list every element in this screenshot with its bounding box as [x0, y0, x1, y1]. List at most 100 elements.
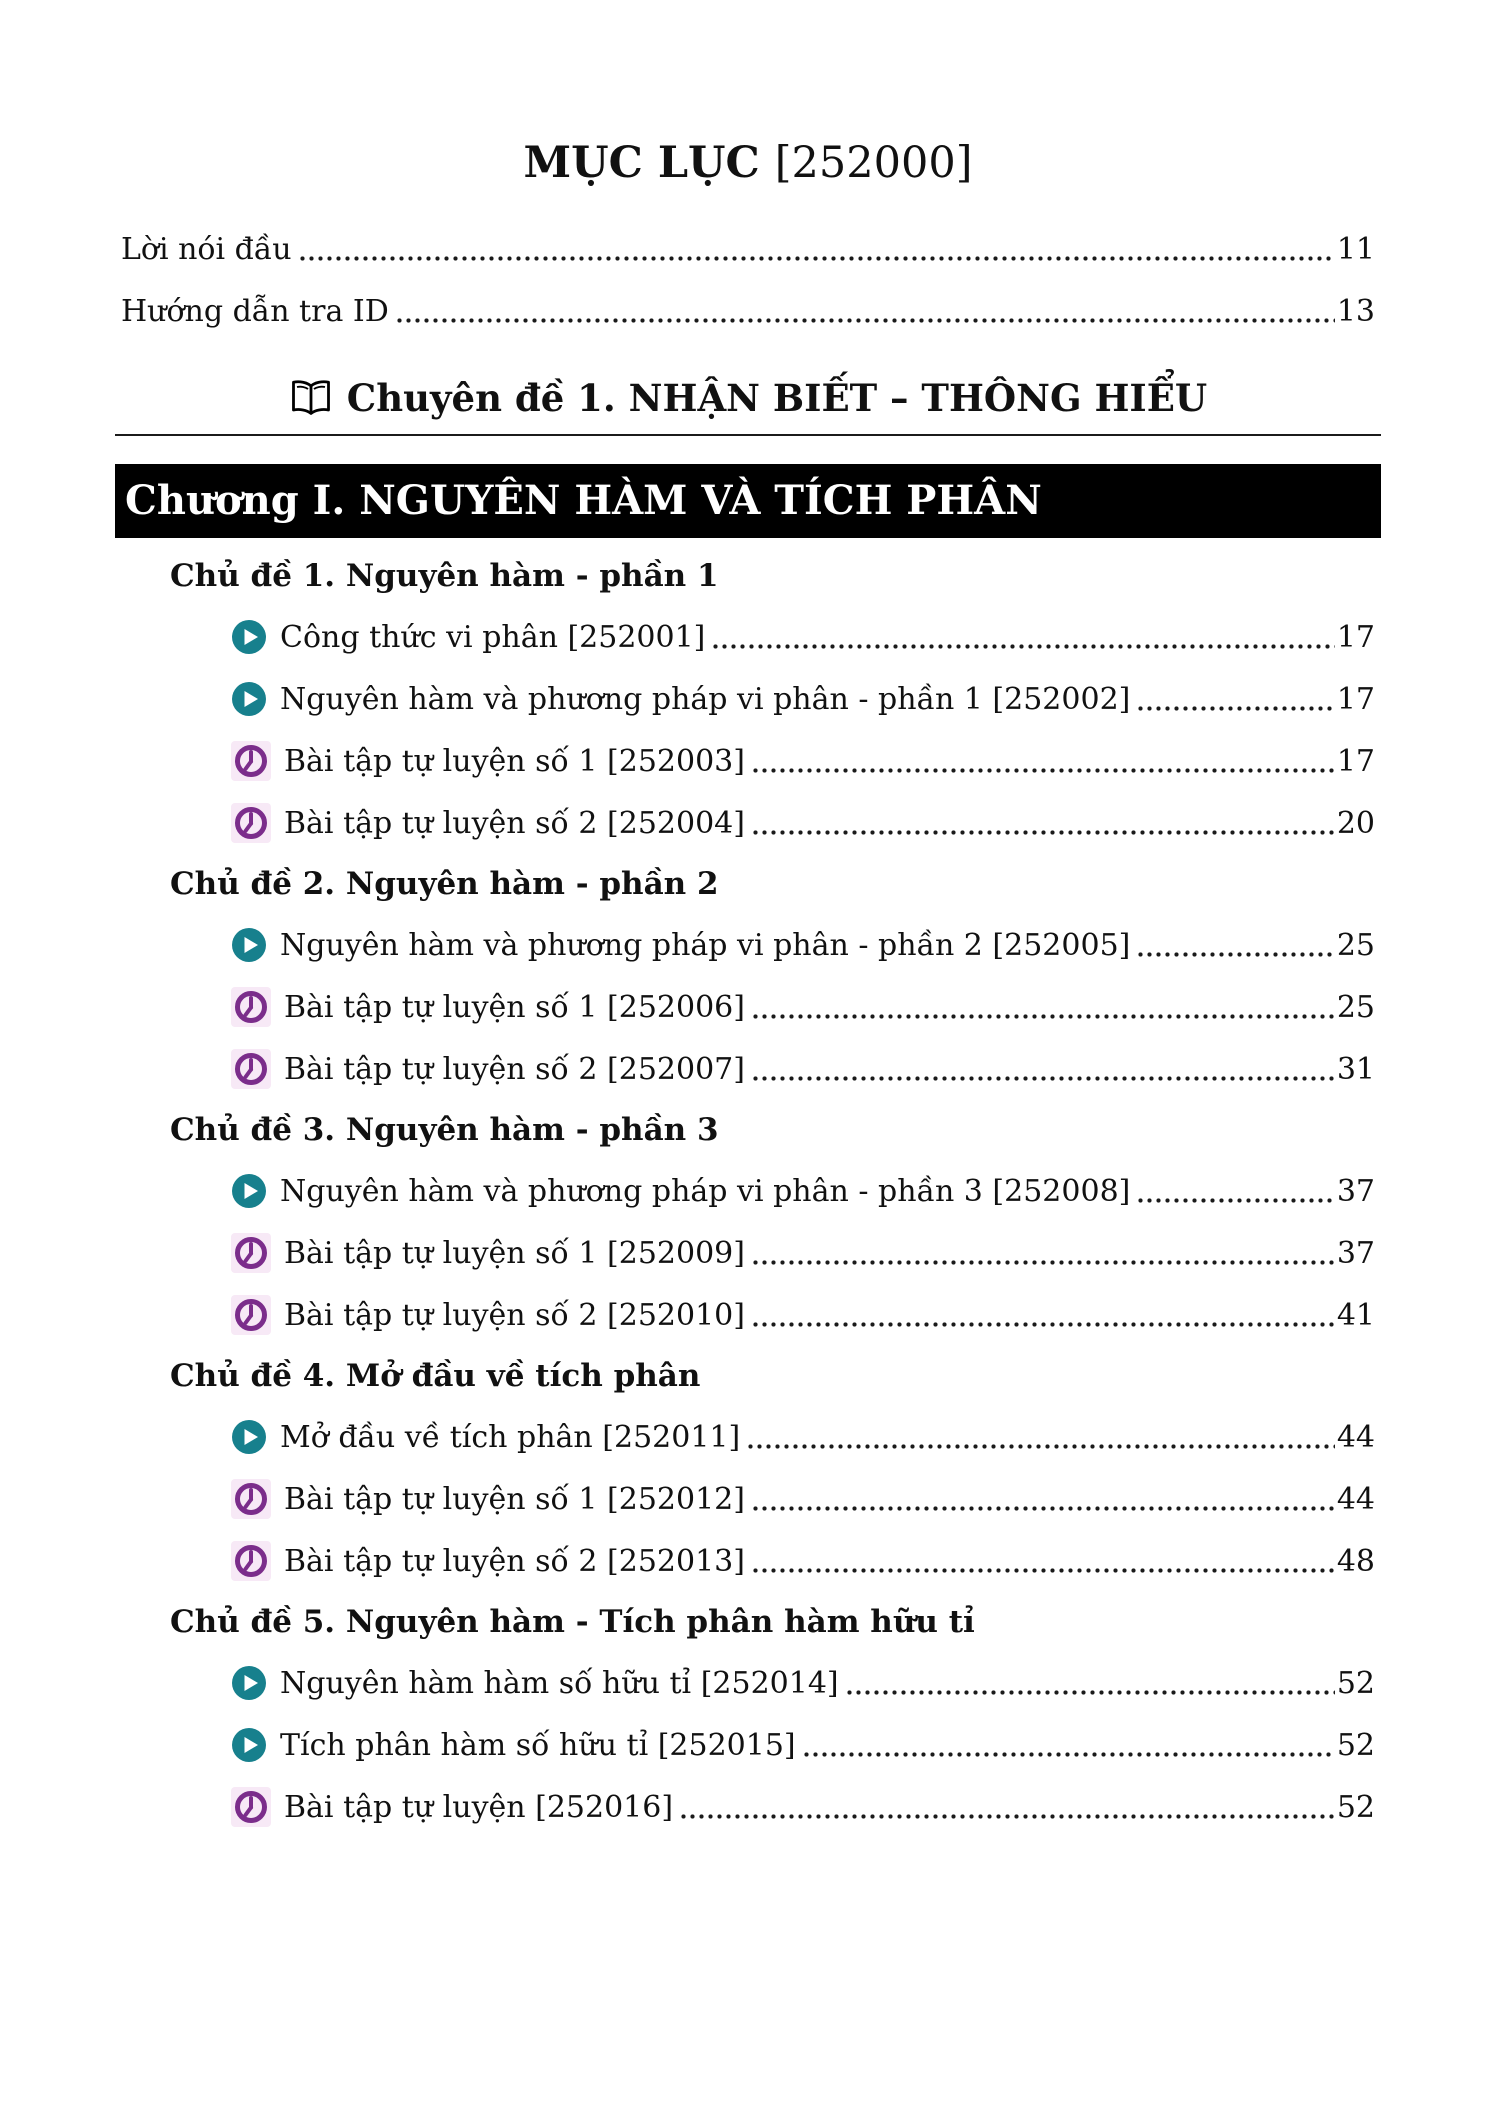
toc-item-label: Công thức vi phân [252001] [280, 619, 706, 655]
play-icon [231, 619, 267, 655]
toc-item-label: Tích phân hàm số hữu tỉ [252015] [280, 1727, 796, 1763]
toc-item-label: Nguyên hàm và phương pháp vi phân - phần… [280, 681, 1131, 717]
toc-item-label: Bài tập tự luyện số 1 [252009] [284, 1235, 745, 1271]
toc-item[interactable]: Bài tập tự luyện [252016] 52 [231, 1786, 1375, 1828]
page-number: 17 [1336, 681, 1375, 717]
toc-item[interactable]: Nguyên hàm và phương pháp vi phân - phần… [231, 1170, 1375, 1212]
clock-icon [231, 741, 271, 781]
clock-icon [231, 803, 271, 843]
dotted-leader [752, 1568, 1335, 1573]
dotted-leader [752, 830, 1335, 835]
page-number: 25 [1336, 989, 1375, 1025]
toc-item[interactable]: Nguyên hàm và phương pháp vi phân - phần… [231, 678, 1375, 720]
dotted-leader [752, 1506, 1335, 1511]
page-number: 20 [1336, 805, 1375, 841]
toc-item-label: Nguyên hàm hàm số hữu tỉ [252014] [280, 1665, 839, 1701]
page-number: 37 [1336, 1235, 1375, 1271]
topics: Chủ đề 1. Nguyên hàm - phần 1 Công thức v… [121, 556, 1375, 1828]
dotted-leader [1138, 952, 1335, 957]
toc-item-label: Bài tập tự luyện [252016] [284, 1789, 674, 1825]
page-number: 44 [1336, 1419, 1375, 1455]
toc-item-label: Mở đầu về tích phân [252011] [280, 1419, 741, 1455]
dotted-leader [752, 1014, 1335, 1019]
play-icon [231, 1173, 267, 1209]
toc-entry-label: Lời nói đầu [121, 231, 292, 267]
toc-item[interactable]: Nguyên hàm hàm số hữu tỉ [252014] 52 [231, 1662, 1375, 1704]
toc-item[interactable]: Nguyên hàm và phương pháp vi phân - phần… [231, 924, 1375, 966]
play-icon [231, 1727, 267, 1763]
toc-item-label: Bài tập tự luyện số 1 [252003] [284, 743, 745, 779]
topic-title: Chủ đề 5. Nguyên hàm - Tích phân hàm hữu… [170, 1604, 975, 1640]
page-number: 41 [1336, 1297, 1375, 1333]
dotted-leader [752, 768, 1335, 773]
topic-title: Chủ đề 1. Nguyên hàm - phần 1 [170, 558, 719, 594]
toc-item[interactable]: Bài tập tự luyện số 2 [252013] 48 [231, 1540, 1375, 1582]
clock-icon [231, 987, 271, 1027]
dotted-leader [681, 1814, 1335, 1819]
page-number: 52 [1336, 1665, 1375, 1701]
toc-item[interactable]: Bài tập tự luyện số 1 [252006] 25 [231, 986, 1375, 1028]
toc-entry-preface[interactable]: Lời nói đầu 11 [121, 228, 1375, 270]
dotted-leader [748, 1444, 1335, 1449]
dotted-leader [752, 1322, 1335, 1327]
toc-item-label: Nguyên hàm và phương pháp vi phân - phần… [280, 927, 1131, 963]
dotted-leader [752, 1260, 1335, 1265]
section-divider [115, 434, 1381, 436]
page-number: 37 [1336, 1173, 1375, 1209]
play-icon [231, 1665, 267, 1701]
toc-entry-label: Hướng dẫn tra ID [121, 293, 389, 329]
clock-icon [231, 1233, 271, 1273]
dotted-leader [299, 256, 1335, 261]
dotted-leader [803, 1752, 1335, 1757]
page-title: MỤC LỤC [252000] [121, 138, 1375, 188]
play-icon [231, 1419, 267, 1455]
dotted-leader [396, 318, 1335, 323]
toc-item[interactable]: Bài tập tự luyện số 2 [252010] 41 [231, 1294, 1375, 1336]
play-icon [231, 927, 267, 963]
toc-item-label: Bài tập tự luyện số 2 [252004] [284, 805, 745, 841]
toc-item-label: Bài tập tự luyện số 2 [252007] [284, 1051, 745, 1087]
topic-title: Chủ đề 3. Nguyên hàm - phần 3 [170, 1112, 719, 1148]
toc-item[interactable]: Mở đầu về tích phân [252011] 44 [231, 1416, 1375, 1458]
page-number: 31 [1336, 1051, 1375, 1087]
topic-title: Chủ đề 2. Nguyên hàm - phần 2 [170, 866, 719, 902]
page-number: 17 [1336, 619, 1375, 655]
chapter-bar: Chương I. NGUYÊN HÀM VÀ TÍCH PHÂN [115, 464, 1381, 538]
dotted-leader [752, 1076, 1335, 1081]
toc-item[interactable]: Bài tập tự luyện số 1 [252009] 37 [231, 1232, 1375, 1274]
toc-item[interactable]: Tích phân hàm số hữu tỉ [252015] 52 [231, 1724, 1375, 1766]
toc-item-label: Bài tập tự luyện số 1 [252006] [284, 989, 745, 1025]
toc-entry-id-guide[interactable]: Hướng dẫn tra ID 13 [121, 290, 1375, 332]
page-number: 13 [1336, 293, 1375, 329]
page-number: 11 [1336, 231, 1375, 267]
dotted-leader [713, 644, 1335, 649]
clock-icon [231, 1049, 271, 1089]
topic-title: Chủ đề 4. Mở đầu về tích phân [170, 1358, 701, 1394]
page-number: 25 [1336, 927, 1375, 963]
toc-item[interactable]: Bài tập tự luyện số 2 [252007] 31 [231, 1048, 1375, 1090]
toc-item[interactable]: Bài tập tự luyện số 1 [252012] 44 [231, 1478, 1375, 1520]
clock-icon [231, 1479, 271, 1519]
toc-item[interactable]: Bài tập tự luyện số 1 [252003] 17 [231, 740, 1375, 782]
toc-item-label: Bài tập tự luyện số 2 [252010] [284, 1297, 745, 1333]
section-heading: Chuyên đề 1. NHẬN BIẾT – THÔNG HIỂU [121, 376, 1375, 420]
toc-item[interactable]: Công thức vi phân [252001] 17 [231, 616, 1375, 658]
page-number: 44 [1336, 1481, 1375, 1517]
dotted-leader [846, 1690, 1335, 1695]
open-book-icon [289, 379, 333, 417]
clock-icon [231, 1295, 271, 1335]
page-number: 17 [1336, 743, 1375, 779]
toc-item-label: Bài tập tự luyện số 2 [252013] [284, 1543, 745, 1579]
dotted-leader [1138, 1198, 1335, 1203]
section-heading-label: Chuyên đề 1. NHẬN BIẾT – THÔNG HIỂU [346, 376, 1208, 420]
page-number: 52 [1336, 1789, 1375, 1825]
page-number: 48 [1336, 1543, 1375, 1579]
dotted-leader [1138, 706, 1335, 711]
play-icon [231, 681, 267, 717]
chapter-bar-label: Chương I. NGUYÊN HÀM VÀ TÍCH PHÂN [125, 477, 1042, 524]
toc-item[interactable]: Bài tập tự luyện số 2 [252004] 20 [231, 802, 1375, 844]
clock-icon [231, 1787, 271, 1827]
clock-icon [231, 1541, 271, 1581]
page-number: 52 [1336, 1727, 1375, 1763]
page-title-id: [252000] [774, 138, 973, 188]
